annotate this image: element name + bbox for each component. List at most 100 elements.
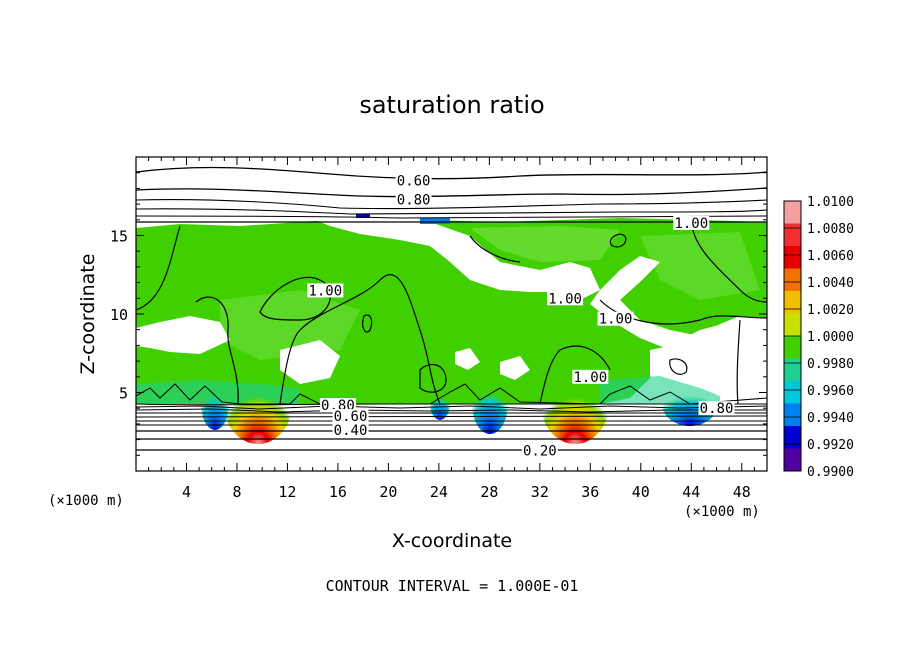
y-tick-label: 10 (110, 306, 128, 324)
colorbar-label: 1.0100 (807, 195, 854, 210)
cloud-patch (220, 290, 360, 360)
clear-air-region (500, 356, 530, 380)
colorbar-segment (784, 336, 801, 359)
y-axis-ticks: 5 10 15 (110, 172, 767, 456)
contour-label-bg (319, 398, 356, 413)
x-tick-label: 8 (232, 483, 241, 501)
cloud-edge-blue (420, 218, 450, 224)
y-tick-label: 5 (119, 385, 128, 403)
colorbar-label: 0.9960 (807, 384, 854, 399)
x-unit-label-right: (×1000 m) (684, 504, 760, 520)
cloud-patch (640, 232, 760, 300)
colorbar-label: 0.9900 (807, 465, 854, 480)
contour-line (259, 276, 331, 321)
contour-label-bg (597, 311, 634, 326)
contour-label-bg (572, 369, 609, 384)
colorbar-segment (784, 381, 801, 404)
contour-line (136, 225, 181, 311)
clear-air-region (300, 212, 600, 300)
clear-air-region (590, 256, 767, 356)
x-tick-label: 4 (182, 483, 191, 501)
colorbar-label: 1.0000 (807, 330, 854, 345)
contour-label: 1.00 (573, 370, 607, 386)
contour-line (136, 166, 767, 180)
clear-air-region (136, 316, 230, 354)
colorbar-label: 0.9940 (807, 411, 854, 426)
x-tick-label: 32 (531, 483, 549, 501)
plot-area (136, 157, 767, 471)
colorbar-label: 1.0020 (807, 303, 854, 318)
colorbar-segment (784, 223, 801, 247)
x-tick-label: 36 (581, 483, 599, 501)
contour-label-bg (673, 215, 710, 230)
contour-line (136, 403, 767, 406)
contour-label: 1.00 (548, 291, 582, 307)
contour-line (136, 187, 767, 198)
contour-line (469, 235, 521, 263)
contour-line (136, 208, 767, 215)
contour-line (279, 274, 441, 405)
colorbar-segment (784, 268, 801, 292)
contour-label: 0.40 (334, 423, 368, 439)
x-axis-ticks: 4 8 12 16 20 24 28 32 36 40 44 48 (148, 157, 755, 501)
contour-label-bg (395, 192, 432, 207)
contour-label: 0.60 (397, 174, 431, 190)
contour-label-bg (547, 291, 584, 306)
colorbar-segment (784, 291, 801, 314)
contour-label-bg (332, 409, 369, 424)
contour-line (136, 415, 767, 418)
colorbar-segment (784, 358, 801, 382)
colorbar-segment (784, 246, 801, 269)
x-tick-label: 40 (632, 483, 650, 501)
contour-line (539, 345, 611, 405)
contour-label: 1.00 (599, 312, 633, 328)
x-unit-label-left: (×1000 m) (48, 493, 124, 509)
x-tick-label: 48 (733, 483, 751, 501)
contour-label-bg (395, 173, 432, 188)
colorbar-segment (784, 426, 801, 449)
contour-line (136, 199, 767, 210)
chart-title: saturation ratio (359, 91, 544, 119)
contour-label: 0.80 (700, 401, 734, 417)
contour-label-bg (332, 423, 369, 438)
x-tick-label: 12 (278, 483, 296, 501)
contour-line (669, 358, 688, 375)
contour-label-bg (307, 283, 344, 298)
contour-line (691, 225, 767, 303)
contour-line (136, 408, 767, 413)
contour-line (419, 363, 447, 393)
x-tick-label: 16 (329, 483, 347, 501)
colorbar-label: 1.0080 (807, 222, 854, 237)
y-tick-label: 15 (110, 228, 128, 246)
contour-line (136, 383, 767, 405)
x-tick-label: 28 (480, 483, 498, 501)
cloud-patch (470, 226, 620, 262)
contour-line (362, 314, 373, 333)
x-axis-title: X-coordinate (392, 530, 512, 552)
contour-label: 0.20 (523, 444, 557, 460)
colorbar-segment (784, 313, 801, 337)
contour-line (136, 405, 767, 410)
contour-label-bg (521, 443, 558, 458)
contour-label: 1.00 (308, 283, 342, 299)
contour-line (195, 296, 239, 405)
contour-labels: 0.600.801.001.00 1.001.001.000.800.600.40… (307, 173, 735, 460)
contour-line (609, 233, 627, 248)
colorbar-segment (784, 201, 801, 224)
contour-line (736, 319, 741, 405)
colorbar-label: 0.9980 (807, 357, 854, 372)
colorbar-label: 1.0040 (807, 276, 854, 291)
colorbar-segment (784, 403, 801, 427)
clear-air-region (280, 340, 340, 384)
colorbar-label: 0.9920 (807, 438, 854, 453)
contour-label: 1.00 (674, 216, 708, 232)
x-tick-label: 20 (379, 483, 397, 501)
colorbar: 1.0100 1.0080 1.0060 1.0040 1.0020 1.0000 0.99… (783, 195, 854, 480)
clear-air-region (455, 348, 480, 370)
y-axis-title: Z-coordinate (77, 254, 99, 375)
x-tick-label: 44 (682, 483, 700, 501)
contour-label: 0.60 (334, 409, 368, 425)
x-tick-label: 24 (430, 483, 448, 501)
contour-interval-note: CONTOUR INTERVAL = 1.000E-01 (326, 577, 579, 595)
